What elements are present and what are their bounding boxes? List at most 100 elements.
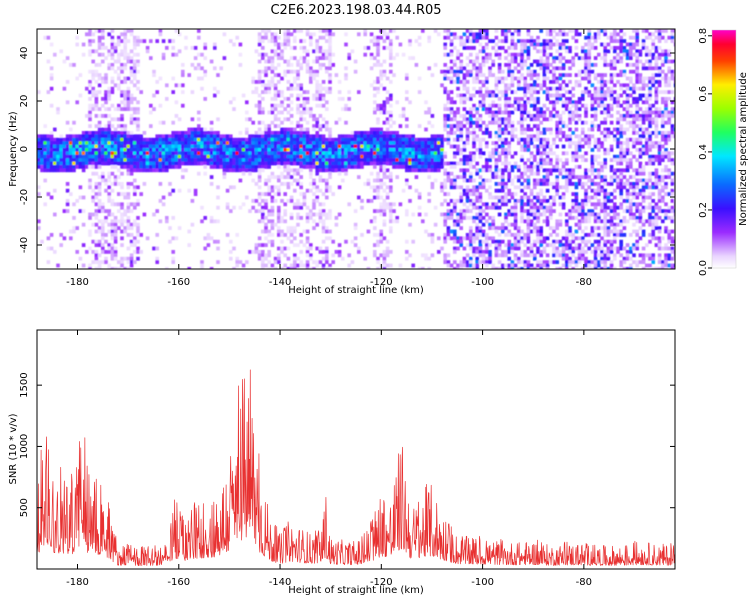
spectrogram-cell [485, 86, 489, 91]
spectrogram-cell [542, 175, 547, 179]
spectrogram-cell [581, 120, 585, 125]
spectrogram-cell [56, 110, 60, 115]
spectrogram-cell [395, 100, 399, 105]
spectrogram-cell [485, 42, 489, 47]
spectrogram-cell [590, 97, 595, 101]
spectrogram-cell [513, 253, 518, 258]
spectrogram-cell [254, 158, 259, 162]
spectrogram-cell [577, 32, 582, 37]
spectrogram-cell [129, 56, 134, 60]
spectrogram-cell [494, 158, 499, 162]
spectrogram-cell [273, 256, 278, 261]
spectrogram-cell [401, 151, 406, 156]
spectrogram-cell [91, 171, 95, 176]
spectrogram-cell [357, 148, 361, 152]
spectrogram-cell [104, 233, 108, 237]
spectrogram-cell [462, 263, 467, 268]
spectrogram-cell [357, 151, 361, 156]
spectrogram-cell [302, 151, 307, 156]
spectrogram-cell [510, 260, 515, 264]
spectrogram-cell [200, 127, 204, 132]
spectrogram-cell [558, 127, 563, 132]
spectrogram-cell [456, 49, 460, 54]
spectrogram-cell [334, 120, 339, 125]
spectrogram-cell [491, 110, 495, 115]
spectrogram-cell [389, 209, 393, 213]
spectrogram-cell [456, 56, 460, 60]
spectrogram-cell [123, 267, 127, 269]
spectrogram-cell [312, 124, 316, 128]
spectrogram-cell [305, 229, 310, 234]
spectrogram-cell [241, 263, 246, 268]
spectrogram-cell [545, 205, 550, 210]
spectrogram-cell [424, 256, 428, 261]
spectrogram-cell [475, 250, 479, 254]
spectrogram-cell [494, 42, 499, 47]
spectrogram-cell [504, 212, 508, 217]
spectrogram-cell [552, 195, 556, 200]
spectrogram-cell [78, 144, 83, 149]
spectrogram-cell [545, 90, 550, 94]
spectrogram-cell [443, 52, 447, 57]
spectrogram-cell [494, 103, 499, 108]
spectrogram-cell [110, 202, 115, 207]
spectrogram-cell [107, 178, 111, 183]
spectrogram-cell [446, 178, 451, 183]
spectrogram-cell [350, 141, 355, 145]
spectrogram-cell [472, 114, 476, 118]
spectrogram-cell [494, 202, 499, 207]
spectrogram-cell [491, 205, 495, 210]
spectrogram-cell [197, 151, 201, 156]
spectrogram-cell [494, 144, 499, 149]
spectrogram-cell [593, 144, 598, 149]
spectrogram-cell [283, 253, 287, 258]
spectrogram-cell [344, 76, 348, 81]
spectrogram-cell [587, 66, 591, 71]
spectrogram-cell [510, 154, 515, 159]
spectrogram-cell [273, 83, 278, 88]
spectrogram-cell [520, 209, 524, 213]
spectrogram-cell [350, 161, 355, 166]
spectrogram-cell [120, 80, 124, 84]
spectrogram-cell [555, 260, 559, 264]
spectrogram-cell [549, 42, 553, 47]
spectrogram-cell [414, 151, 419, 156]
spectrogram-cell [561, 195, 566, 200]
spectrogram-cell [536, 246, 540, 251]
spectrogram-cell [414, 39, 419, 43]
spectrogram-cell [88, 90, 92, 94]
spectrogram-cell [78, 185, 83, 190]
spectrogram-cell [88, 182, 92, 186]
spectrogram-cell [85, 137, 89, 142]
spectrogram-cell [485, 256, 489, 261]
spectrogram-cell [427, 154, 431, 159]
spectrogram-cell [536, 39, 540, 43]
spectrogram-cell [187, 73, 191, 77]
spectrogram-cell [161, 39, 166, 43]
spectrogram-cell [590, 114, 595, 118]
spectrogram-cell [283, 73, 287, 77]
spectrogram-cell [46, 137, 51, 142]
spectrogram-cell [296, 171, 300, 176]
spectrogram-cell [296, 148, 300, 152]
spectrogram-cell [117, 158, 121, 162]
spectrogram-cell [309, 73, 313, 77]
spectrogram-cell [241, 148, 246, 152]
spectrogram-cell [395, 131, 399, 135]
spectrogram-cell [110, 151, 115, 156]
spectrogram-cell [472, 202, 476, 207]
spectrogram-cell [75, 165, 79, 169]
spectrogram-cell [545, 222, 550, 227]
spectrogram-cell [497, 233, 502, 237]
spectrogram-cell [472, 178, 476, 183]
spectrogram-cell [283, 59, 287, 64]
spectrogram-cell [347, 52, 351, 57]
spectrogram-cell [309, 188, 313, 193]
spectrogram-cell [379, 148, 383, 152]
spectrogram-cell [453, 219, 457, 224]
spectrogram-cell [542, 168, 547, 173]
spectrogram-cell [446, 134, 451, 139]
spectrogram-cell [59, 165, 63, 169]
spectrogram-cell [433, 165, 438, 169]
spectrogram-cell [225, 161, 230, 166]
